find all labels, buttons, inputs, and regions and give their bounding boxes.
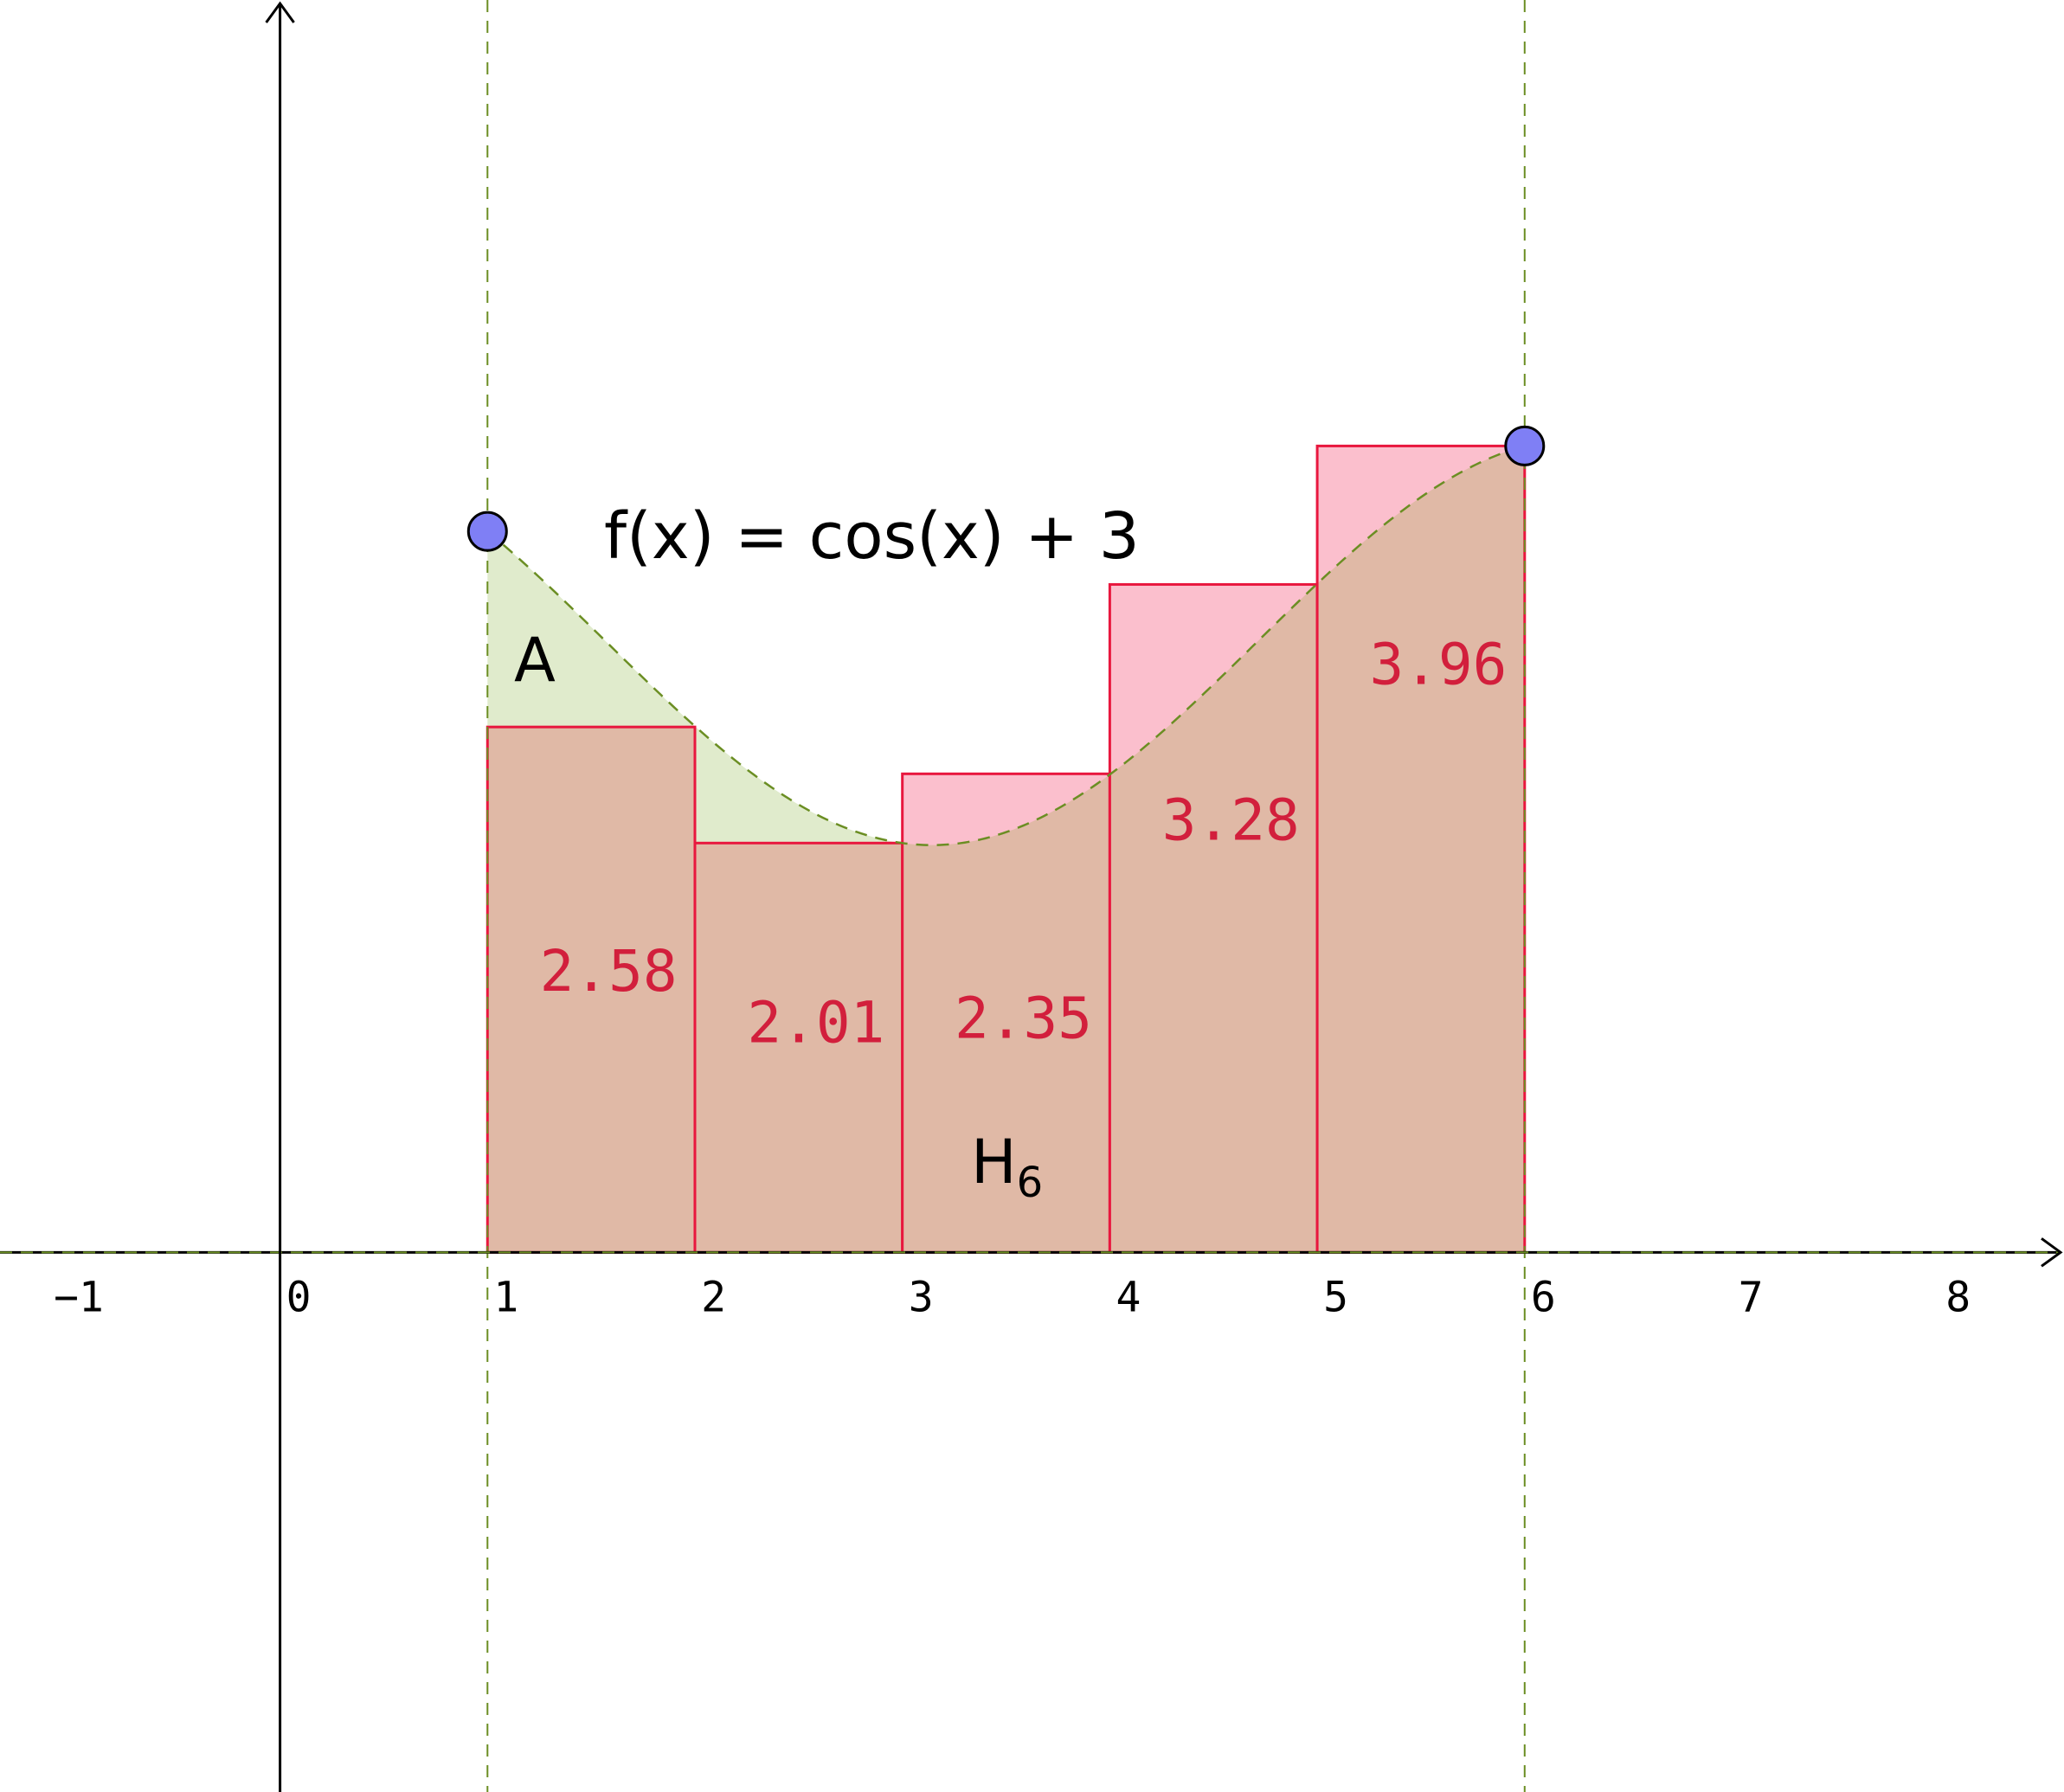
function-curve-layer — [486, 445, 1526, 846]
bar-value-label: 3.96 — [1369, 631, 1507, 697]
riemann-rect-overlap-5 — [1317, 446, 1525, 1253]
y-axis-arrow-icon — [265, 1, 295, 23]
function-curve — [486, 445, 1526, 846]
function-label: f(x) = cos(x) + 3 — [604, 499, 1140, 574]
x-tick-label: 2 — [701, 1273, 726, 1321]
x-tick-label: 3 — [909, 1273, 934, 1321]
sum-label-base: H — [971, 1127, 1017, 1198]
x-tick-label: 5 — [1323, 1273, 1348, 1321]
x-tick-label: −1 — [54, 1273, 104, 1321]
riemann-rect-overlap-4 — [1109, 584, 1318, 1253]
x-tick-label: 8 — [1945, 1273, 1971, 1321]
bar-value-labels: 2.58 2.01 2.35 3.28 3.96 — [540, 631, 1508, 1056]
x-tick-labels: −1 0 1 2 3 4 5 6 7 8 — [54, 1273, 1971, 1321]
riemann-rect-overlap-3 — [902, 774, 1110, 1253]
bar-value-label: 2.35 — [955, 985, 1092, 1051]
x-tick-label: 4 — [1116, 1273, 1141, 1321]
bar-value-label: 2.01 — [747, 989, 884, 1056]
riemann-rect-overlap-1 — [487, 727, 695, 1253]
x-tick-label: 0 — [286, 1273, 312, 1321]
lower-endpoint-marker — [466, 511, 508, 552]
riemann-rectangles — [485, 444, 1527, 1254]
bar-value-label: 3.28 — [1162, 787, 1300, 853]
sum-label: H6 — [971, 1127, 1043, 1207]
x-axis-arrow-icon — [2041, 1237, 2063, 1268]
interval-guides — [486, 0, 1526, 1792]
endpoint-markers — [466, 425, 1546, 552]
upper-endpoint-marker — [1504, 425, 1546, 466]
x-tick-label: 6 — [1531, 1273, 1556, 1321]
sum-label-subscript: 6 — [1017, 1159, 1044, 1207]
area-label: A — [514, 625, 556, 696]
x-tick-label: 7 — [1739, 1273, 1764, 1321]
riemann-rect-overlap-2 — [694, 843, 903, 1253]
x-tick-label: 1 — [493, 1273, 518, 1321]
bar-value-label: 2.58 — [540, 938, 678, 1005]
